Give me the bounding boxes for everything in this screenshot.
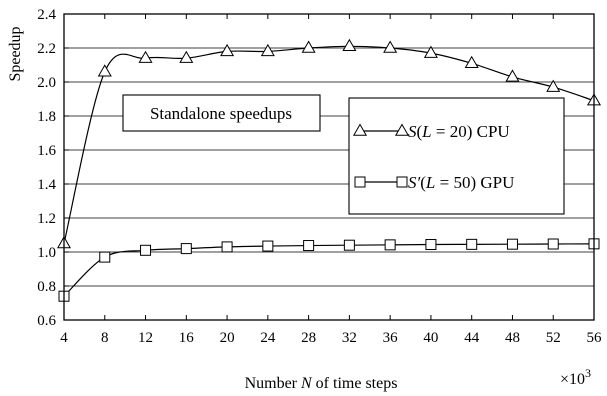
x-tick-label: 12 [138,330,153,346]
x-axis-multiplier: ×103 [560,366,591,388]
y-axis-label: Speedup [7,26,24,81]
legend-label: S(L = 20) CPU [408,122,510,141]
series-1 [56,38,602,249]
multiplier-exponent: 3 [585,366,591,380]
legend-marker [396,176,408,188]
triangle-point [342,38,357,52]
x-tick-label: 48 [505,330,520,346]
square-point [506,238,518,250]
square-point [466,238,478,250]
legend-marker [354,176,366,188]
y-tick-label: 2.2 [37,41,56,57]
triangle-point [464,55,479,69]
multiplier-base: ×10 [560,371,585,388]
y-tick-label: 1.2 [37,211,56,227]
square-point [384,239,396,251]
tick-layer: 0.60.81.01.21.41.61.82.02.22.44 8 12 16 20 24… [37,7,602,346]
legend-entry: S′(L = 50) GPU [354,173,514,192]
x-tick-label: 24 [260,330,276,346]
x-label-part: of time steps [312,375,398,392]
x-tick-label: 44 [464,330,480,346]
square-point [221,241,233,253]
triangle-point [423,45,438,58]
legend-entry: S(L = 20) CPU [352,122,510,141]
x-tick-label: 52 [546,330,561,346]
legend: S(L = 20) CPU S′(L = 50) GPU [348,97,565,215]
triangle-point [260,43,275,57]
triangle-point [505,69,520,82]
annotation-text: Standalone speedups [150,104,292,123]
legend-marker [352,123,368,136]
x-tick-label: 8 [101,330,109,346]
legend-label: S′(L = 50) GPU [408,173,514,192]
series-2 [58,238,600,302]
y-tick-label: 2.4 [37,7,56,23]
x-tick-label: 20 [220,330,235,346]
triangle-point [97,64,112,77]
x-tick-label: 32 [342,330,357,346]
x-tick-label: 16 [179,330,195,346]
y-tick-label: 1.6 [37,143,56,159]
square-point [343,239,355,251]
x-label-symbol: N [300,375,313,392]
square-point [99,251,111,263]
annotation-frame [122,94,321,132]
y-tick-label: 0.8 [37,279,56,295]
x-tick-label: 40 [423,330,438,346]
square-point [303,240,315,252]
square-point [180,243,192,255]
triangle-point [383,40,398,53]
square-point [547,238,559,250]
y-tick-label: 1.8 [37,109,56,125]
y-tick-label: 2.0 [37,75,56,91]
square-point [140,244,152,256]
x-tick-label: 4 [60,330,68,346]
x-label-part: Number [245,375,301,392]
triangle-point [179,50,194,63]
annotation-box: Standalone speedups [122,94,321,132]
y-tick-label: 1.4 [37,177,56,193]
legend-frame [348,97,565,215]
square-point [262,240,274,252]
triangle-point [301,40,316,53]
x-tick-label: 36 [383,330,399,346]
x-axis-label: Number N of time steps [245,375,398,392]
series-layer [56,38,602,302]
plot-frame [63,13,595,321]
triangle-point [220,43,235,57]
square-point [425,239,437,251]
y-tick-label: 0.6 [37,313,56,329]
y-tick-label: 1.0 [37,245,56,261]
triangle-point [138,50,153,63]
x-tick-label: 56 [587,330,603,346]
x-tick-label: 28 [301,330,316,346]
legend-marker [394,123,410,136]
triangle-point [546,79,561,92]
